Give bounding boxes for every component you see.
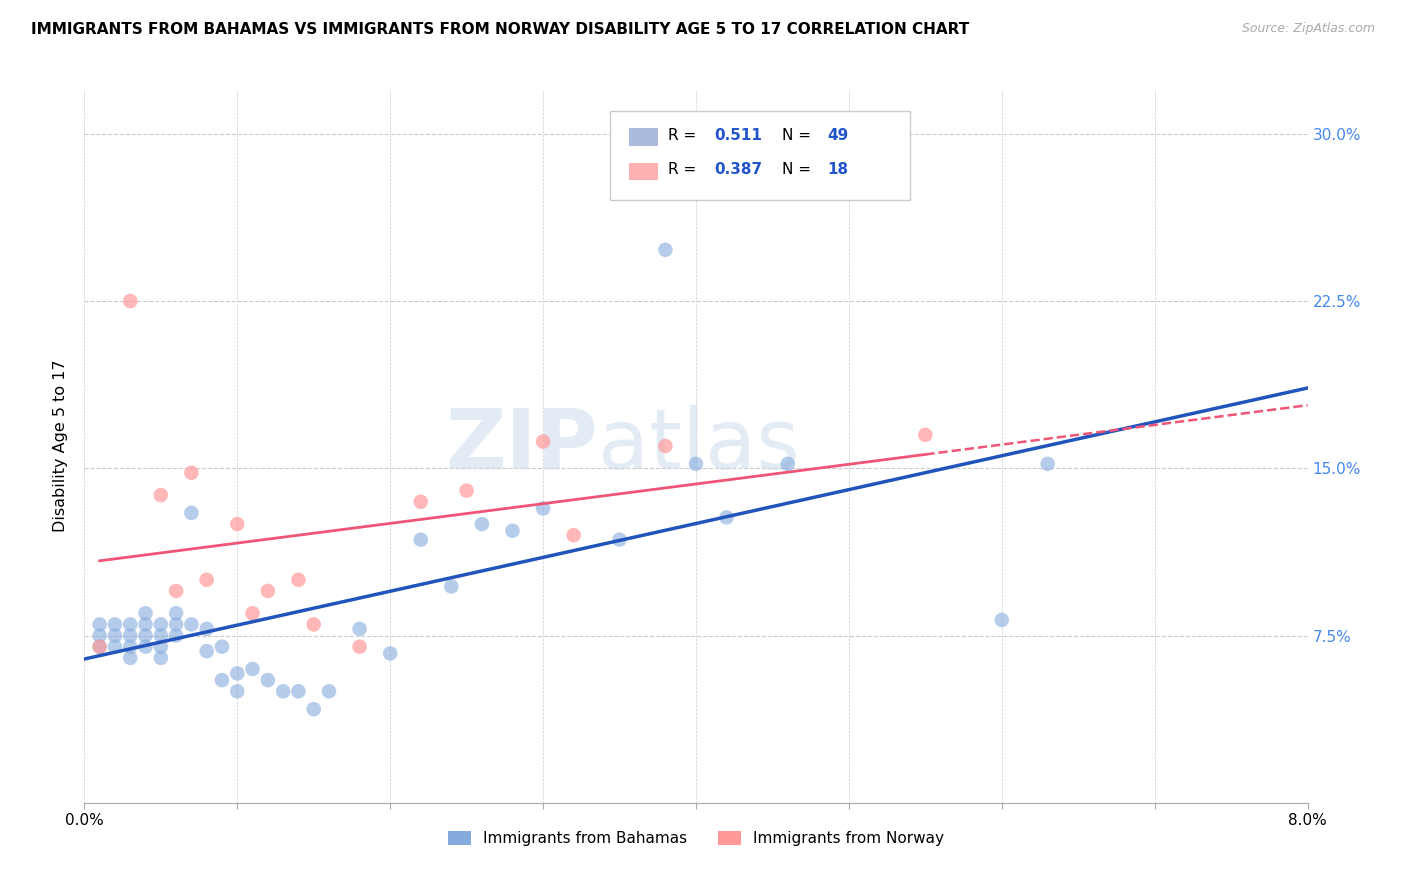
Point (120, 293, 142, 308)
Point (120, 628, 142, 642)
Text: Source: ZipAtlas.com: Source: ZipAtlas.com (1241, 22, 1375, 36)
Point (302, 702, 325, 716)
Text: 0.387: 0.387 (714, 162, 762, 178)
Point (180, 506, 202, 520)
Point (195, 622, 218, 636)
Point (409, 533, 432, 547)
Point (1036, 457, 1059, 471)
Point (135, 617, 157, 632)
Bar (628, 162, 658, 180)
Point (211, 673, 233, 687)
Point (287, 684, 309, 698)
Text: N =: N = (782, 128, 815, 143)
Point (165, 617, 187, 632)
Point (685, 457, 707, 471)
Text: 0.511: 0.511 (714, 128, 762, 143)
Point (165, 607, 187, 621)
Point (104, 617, 127, 632)
Point (120, 640, 142, 654)
Text: 18: 18 (827, 162, 848, 178)
Point (180, 466, 202, 480)
Point (149, 640, 172, 654)
Point (257, 583, 280, 598)
Point (89, 628, 111, 642)
Point (440, 580, 463, 594)
Point (242, 662, 264, 676)
Point (149, 651, 172, 665)
Text: atlas: atlas (598, 406, 800, 486)
Text: R =: R = (668, 128, 702, 143)
Point (89, 640, 111, 654)
Point (349, 640, 371, 654)
Point (104, 640, 127, 654)
Point (135, 628, 157, 642)
Point (165, 628, 187, 642)
Point (271, 684, 294, 698)
Point (409, 494, 432, 508)
Point (471, 516, 494, 531)
FancyBboxPatch shape (610, 111, 910, 200)
Point (531, 501, 554, 516)
Point (226, 516, 249, 531)
Point (149, 628, 172, 642)
Y-axis label: Disability Age 5 to 17: Disability Age 5 to 17 (53, 359, 69, 533)
Point (120, 651, 142, 665)
Text: IMMIGRANTS FROM BAHAMAS VS IMMIGRANTS FROM NORWAY DISABILITY AGE 5 TO 17 CORRELA: IMMIGRANTS FROM BAHAMAS VS IMMIGRANTS FR… (31, 22, 969, 37)
Point (135, 640, 157, 654)
Point (242, 607, 264, 621)
Point (349, 622, 371, 636)
Point (195, 573, 218, 587)
Point (120, 617, 142, 632)
Text: R =: R = (668, 162, 702, 178)
Point (456, 483, 478, 498)
Point (89, 617, 111, 632)
Point (165, 583, 187, 598)
Point (104, 628, 127, 642)
Text: 49: 49 (827, 128, 848, 143)
Point (195, 644, 218, 658)
Text: ZIP: ZIP (446, 406, 598, 486)
Point (609, 533, 631, 547)
Legend: Immigrants from Bahamas, Immigrants from Norway: Immigrants from Bahamas, Immigrants from… (441, 825, 950, 852)
Point (149, 488, 172, 502)
Point (562, 528, 585, 542)
Point (211, 640, 233, 654)
Point (380, 646, 402, 660)
Text: N =: N = (782, 162, 815, 178)
Point (180, 617, 202, 632)
Bar (628, 128, 658, 145)
Point (287, 573, 309, 587)
Point (654, 439, 676, 453)
Point (531, 434, 554, 449)
Point (226, 666, 249, 681)
Point (654, 243, 676, 257)
Point (502, 524, 524, 538)
Point (302, 617, 325, 632)
Point (991, 613, 1014, 627)
Point (89, 640, 111, 654)
Point (226, 684, 249, 698)
Point (318, 684, 340, 698)
Point (716, 510, 738, 524)
Point (135, 607, 157, 621)
Point (776, 457, 799, 471)
Point (257, 673, 280, 687)
Point (149, 617, 172, 632)
Point (914, 427, 936, 442)
